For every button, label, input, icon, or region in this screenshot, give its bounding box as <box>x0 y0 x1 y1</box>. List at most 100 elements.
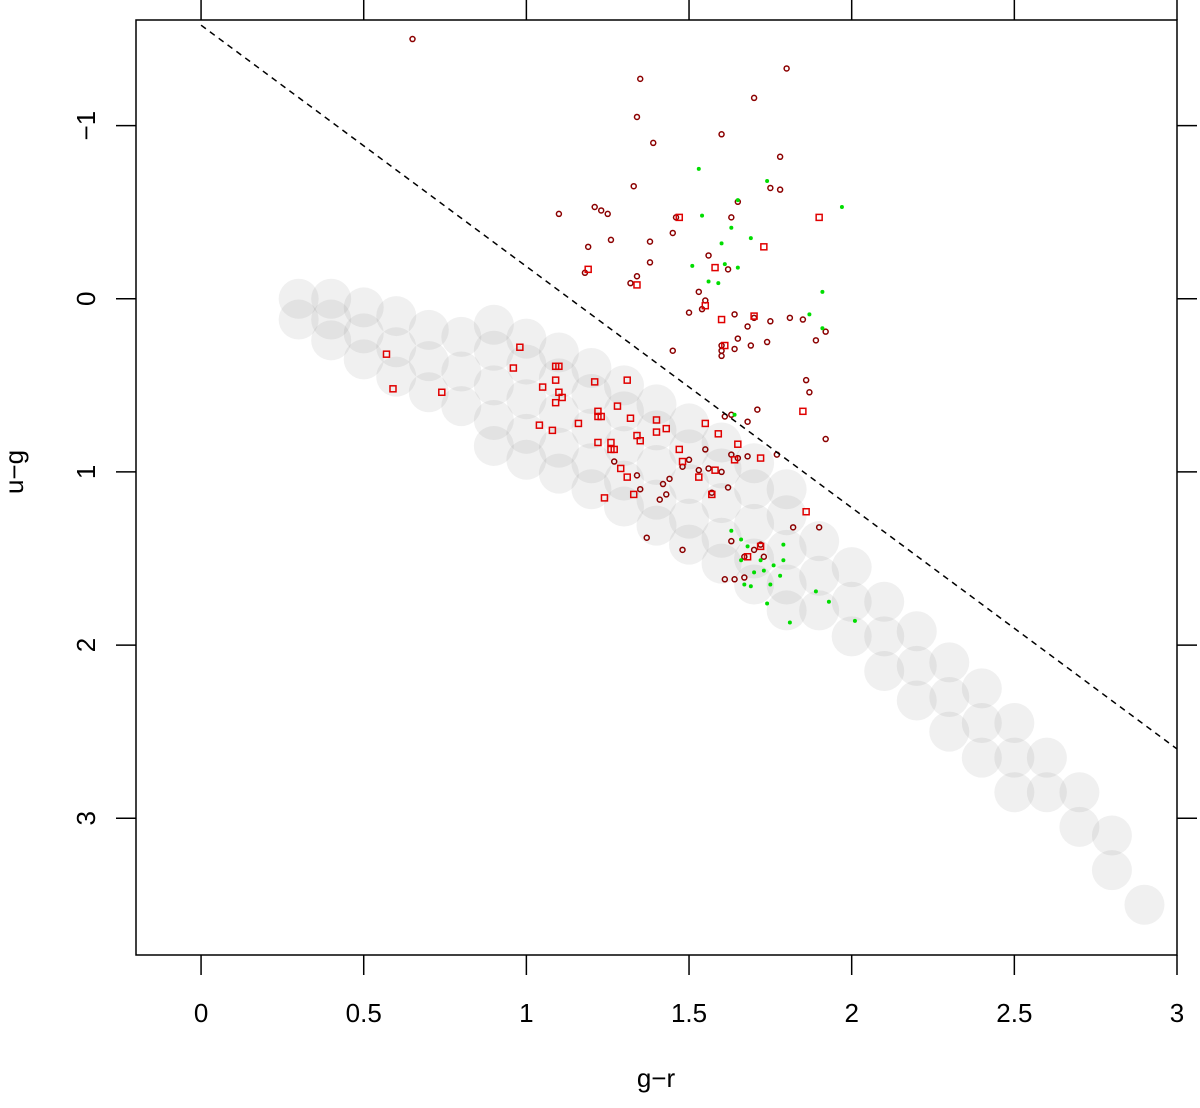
y-tick-label: 2 <box>71 638 101 652</box>
point <box>734 335 742 342</box>
density-point <box>636 444 677 485</box>
point <box>765 179 770 184</box>
point <box>711 263 719 272</box>
density-point <box>669 403 710 444</box>
point <box>509 364 518 372</box>
point <box>613 402 622 410</box>
point <box>776 186 784 193</box>
density-point <box>1091 815 1132 856</box>
point <box>626 414 635 422</box>
density-point <box>343 339 384 380</box>
point <box>656 496 664 503</box>
point <box>807 312 812 317</box>
point <box>685 309 693 316</box>
point <box>584 243 592 251</box>
point <box>815 213 823 222</box>
point <box>739 558 744 563</box>
density-point <box>929 677 970 718</box>
point <box>767 184 774 192</box>
point <box>778 573 783 578</box>
density-point <box>343 287 384 328</box>
point <box>826 599 831 604</box>
point <box>696 166 701 171</box>
density-point <box>1026 772 1067 813</box>
point <box>748 236 753 241</box>
point <box>734 440 742 448</box>
density-point <box>896 680 937 721</box>
point <box>768 582 773 587</box>
point <box>822 435 829 443</box>
point <box>685 456 693 464</box>
x-tick-label: 0 <box>194 998 208 1028</box>
point <box>815 524 823 531</box>
point <box>822 328 829 335</box>
point <box>731 576 738 583</box>
density-point <box>571 348 612 389</box>
point <box>623 376 631 384</box>
point <box>716 281 721 286</box>
point <box>760 553 768 561</box>
point <box>732 412 737 417</box>
point <box>630 182 637 190</box>
point <box>786 314 794 322</box>
density-point <box>1124 884 1165 925</box>
y-axis-title: u−g <box>0 450 29 494</box>
point <box>629 490 638 499</box>
density-point <box>571 374 612 414</box>
point <box>708 490 716 499</box>
x-tick-label: 1.5 <box>671 998 707 1028</box>
point <box>538 383 547 391</box>
density-point <box>831 616 872 657</box>
point <box>802 507 810 516</box>
point <box>718 131 725 138</box>
reference-line <box>200 24 1178 750</box>
density-point <box>831 547 872 588</box>
point <box>760 243 768 251</box>
point <box>739 537 744 542</box>
x-tick-label: 3 <box>1170 998 1184 1028</box>
x-tick-label: 2.5 <box>996 998 1032 1028</box>
x-tick-label: 0.5 <box>346 998 382 1028</box>
density-point <box>278 299 319 340</box>
density-point <box>766 529 807 570</box>
point <box>730 456 739 464</box>
point <box>812 337 820 344</box>
point <box>756 454 765 462</box>
density-point <box>766 469 807 510</box>
point <box>724 266 732 273</box>
density-point <box>669 524 710 565</box>
point <box>743 553 752 561</box>
point <box>633 273 641 280</box>
point <box>719 241 724 246</box>
point <box>633 281 641 289</box>
point <box>555 362 563 371</box>
density-point <box>1026 737 1067 778</box>
x-tick-label: 2 <box>844 998 858 1028</box>
point <box>799 407 807 416</box>
density-point <box>1059 772 1100 813</box>
density-point <box>961 737 1002 778</box>
point <box>607 236 615 244</box>
point <box>600 494 609 502</box>
point <box>607 438 615 447</box>
point <box>701 301 710 310</box>
density-point <box>929 711 970 752</box>
point <box>714 430 723 438</box>
y-tick-label: 0 <box>71 292 101 306</box>
point <box>750 312 758 320</box>
point <box>852 618 857 623</box>
point <box>551 398 560 407</box>
density-point <box>636 410 677 451</box>
density-point <box>603 486 644 527</box>
point <box>604 210 611 218</box>
density-point <box>441 316 482 357</box>
point <box>649 139 657 147</box>
point <box>663 491 670 498</box>
density-point <box>734 443 775 484</box>
point <box>594 438 602 447</box>
point <box>590 378 599 386</box>
density-point <box>636 384 677 425</box>
density-point <box>538 453 579 494</box>
density-point <box>636 479 677 520</box>
